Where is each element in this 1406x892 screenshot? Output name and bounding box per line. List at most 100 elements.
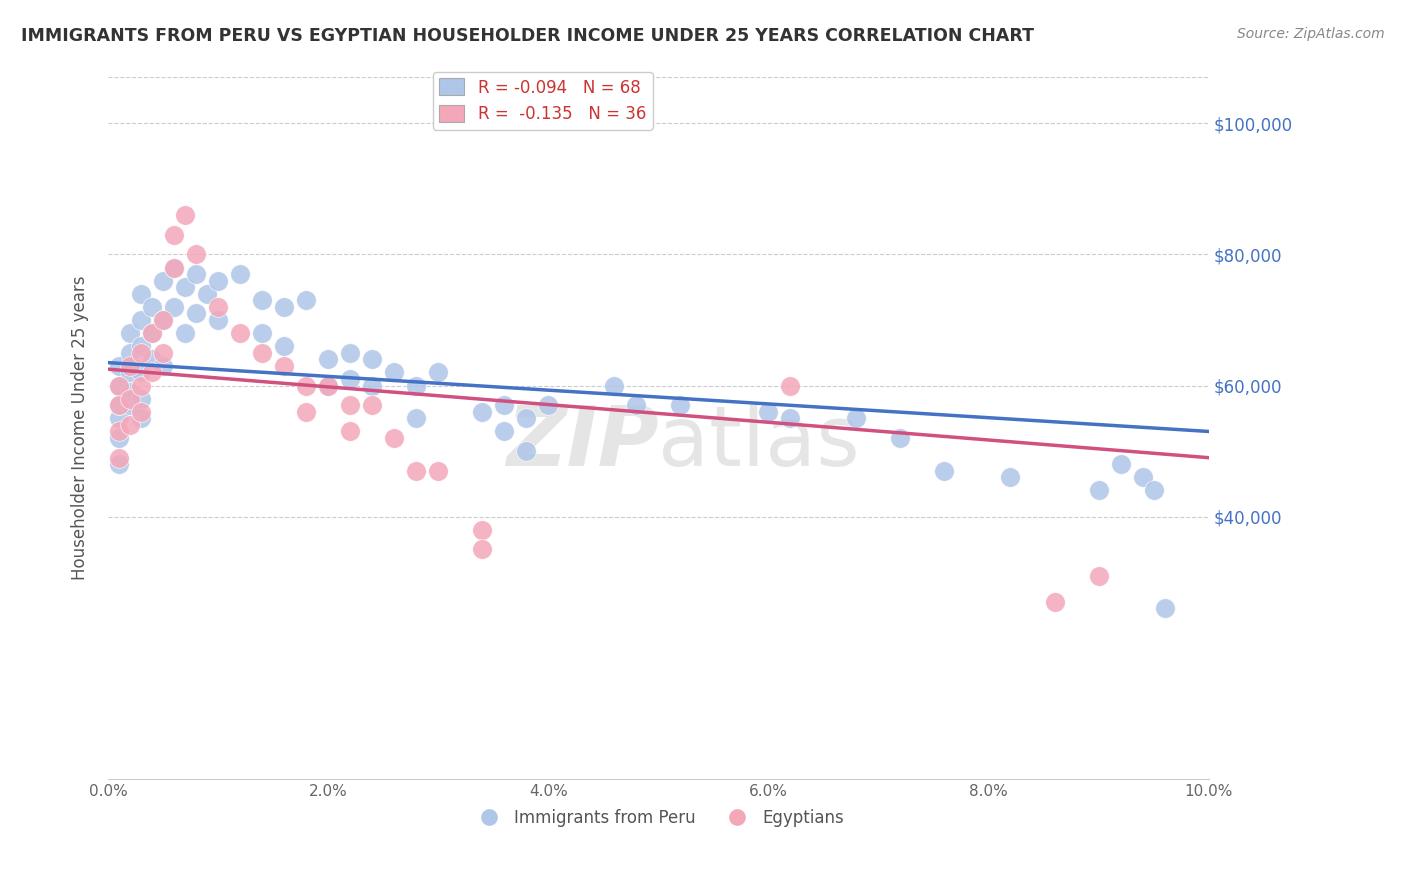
Point — [779, 378, 801, 392]
Y-axis label: Householder Income Under 25 years: Householder Income Under 25 years — [72, 276, 89, 581]
Point — [118, 385, 141, 400]
Point — [316, 378, 339, 392]
Point — [184, 267, 207, 281]
Text: IMMIGRANTS FROM PERU VS EGYPTIAN HOUSEHOLDER INCOME UNDER 25 YEARS CORRELATION C: IMMIGRANTS FROM PERU VS EGYPTIAN HOUSEHO… — [21, 27, 1033, 45]
Point — [141, 366, 163, 380]
Text: ZIP: ZIP — [506, 401, 658, 483]
Point — [163, 300, 186, 314]
Point — [295, 293, 318, 308]
Point — [626, 398, 648, 412]
Point — [141, 352, 163, 367]
Point — [129, 405, 152, 419]
Point — [471, 523, 494, 537]
Point — [129, 411, 152, 425]
Point — [845, 411, 868, 425]
Point — [250, 346, 273, 360]
Point — [427, 464, 450, 478]
Point — [108, 378, 131, 392]
Point — [129, 286, 152, 301]
Point — [316, 352, 339, 367]
Point — [152, 313, 174, 327]
Point — [494, 398, 516, 412]
Point — [603, 378, 626, 392]
Point — [108, 457, 131, 471]
Point — [273, 300, 295, 314]
Point — [1132, 470, 1154, 484]
Point — [405, 464, 427, 478]
Point — [141, 300, 163, 314]
Point — [174, 208, 197, 222]
Point — [779, 411, 801, 425]
Point — [1153, 601, 1175, 615]
Point — [427, 366, 450, 380]
Point — [229, 267, 252, 281]
Point — [316, 378, 339, 392]
Point — [118, 398, 141, 412]
Point — [1109, 457, 1132, 471]
Point — [174, 326, 197, 340]
Point — [118, 326, 141, 340]
Point — [152, 313, 174, 327]
Point — [361, 398, 384, 412]
Point — [1142, 483, 1164, 498]
Point — [471, 542, 494, 557]
Point — [129, 313, 152, 327]
Point — [515, 411, 537, 425]
Point — [207, 300, 229, 314]
Point — [250, 293, 273, 308]
Point — [229, 326, 252, 340]
Point — [108, 431, 131, 445]
Text: atlas: atlas — [658, 401, 860, 483]
Point — [152, 346, 174, 360]
Point — [118, 359, 141, 373]
Point — [118, 392, 141, 406]
Point — [382, 431, 405, 445]
Point — [129, 378, 152, 392]
Point — [129, 392, 152, 406]
Point — [1043, 595, 1066, 609]
Point — [405, 411, 427, 425]
Point — [118, 366, 141, 380]
Point — [339, 398, 361, 412]
Point — [273, 339, 295, 353]
Point — [1087, 568, 1109, 582]
Point — [108, 398, 131, 412]
Point — [195, 286, 218, 301]
Point — [108, 425, 131, 439]
Text: Source: ZipAtlas.com: Source: ZipAtlas.com — [1237, 27, 1385, 41]
Point — [756, 405, 779, 419]
Point — [494, 425, 516, 439]
Point — [934, 464, 956, 478]
Point — [250, 326, 273, 340]
Point — [152, 359, 174, 373]
Point — [295, 405, 318, 419]
Point — [295, 378, 318, 392]
Point — [339, 372, 361, 386]
Point — [152, 274, 174, 288]
Point — [163, 260, 186, 275]
Point — [1087, 483, 1109, 498]
Point — [108, 411, 131, 425]
Point — [382, 366, 405, 380]
Point — [207, 274, 229, 288]
Point — [163, 227, 186, 242]
Point — [118, 346, 141, 360]
Point — [141, 326, 163, 340]
Point — [207, 313, 229, 327]
Point — [108, 450, 131, 465]
Point — [174, 280, 197, 294]
Point — [108, 398, 131, 412]
Point — [1000, 470, 1022, 484]
Point — [129, 339, 152, 353]
Point — [339, 425, 361, 439]
Point — [108, 378, 131, 392]
Point — [361, 352, 384, 367]
Point — [184, 247, 207, 261]
Point — [129, 346, 152, 360]
Point — [405, 378, 427, 392]
Point — [184, 306, 207, 320]
Point — [339, 346, 361, 360]
Point — [669, 398, 692, 412]
Legend: Immigrants from Peru, Egyptians: Immigrants from Peru, Egyptians — [465, 803, 851, 834]
Point — [129, 366, 152, 380]
